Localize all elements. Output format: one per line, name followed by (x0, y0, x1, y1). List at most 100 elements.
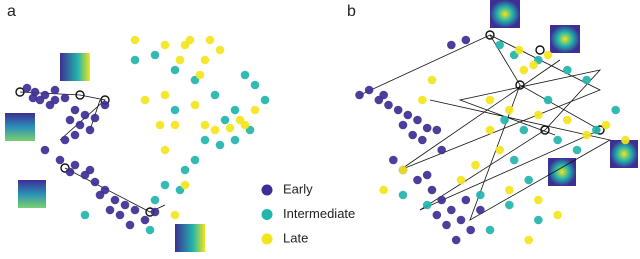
point (170, 210, 180, 220)
point (553, 135, 562, 145)
point (105, 205, 115, 215)
point (476, 205, 485, 215)
point (50, 85, 60, 95)
point (563, 65, 572, 75)
point (75, 120, 85, 130)
decorations (5, 0, 638, 252)
heatmap (550, 25, 580, 53)
legend-label: Intermediate (283, 206, 355, 221)
point (505, 105, 514, 115)
legend-marker (261, 233, 273, 245)
point (524, 175, 533, 185)
point (130, 55, 140, 65)
point (205, 35, 215, 45)
point (60, 93, 70, 103)
point (180, 165, 190, 175)
point (150, 195, 160, 205)
point (40, 145, 50, 155)
point (225, 123, 235, 133)
point (398, 165, 408, 175)
point (427, 75, 437, 85)
point (235, 115, 245, 125)
point (495, 145, 504, 155)
point (200, 55, 210, 65)
point (456, 175, 466, 185)
heatmap (175, 224, 205, 252)
point (115, 210, 125, 220)
point (408, 130, 417, 140)
legend-marker (261, 209, 273, 220)
point (398, 120, 408, 130)
point (200, 120, 210, 130)
point (466, 225, 475, 235)
point (519, 65, 529, 75)
point (28, 93, 38, 103)
point (447, 205, 456, 215)
point (130, 35, 140, 45)
point (80, 210, 90, 220)
point (260, 95, 270, 105)
point (60, 135, 70, 145)
point (476, 190, 485, 200)
point (485, 95, 495, 105)
point (55, 155, 65, 165)
point (90, 113, 100, 123)
point (621, 135, 630, 145)
point (170, 65, 180, 75)
point (215, 45, 225, 55)
point (210, 90, 220, 100)
point (451, 235, 461, 245)
legend-label: Late (283, 230, 308, 245)
point (195, 70, 205, 80)
point (418, 95, 427, 105)
point (80, 110, 90, 120)
point (514, 45, 524, 55)
point (170, 120, 180, 130)
point (90, 177, 100, 187)
point (145, 225, 155, 235)
point (170, 105, 180, 115)
heatmap (548, 158, 576, 186)
point (456, 215, 466, 225)
point (403, 110, 413, 120)
point (582, 130, 591, 140)
point (543, 95, 553, 105)
point (100, 100, 110, 110)
point (611, 105, 620, 115)
point (70, 130, 80, 140)
point (200, 135, 210, 145)
point (250, 80, 260, 90)
point (355, 90, 364, 100)
panel-label: b (347, 3, 356, 20)
point (432, 210, 442, 220)
point (250, 105, 260, 115)
point (150, 207, 160, 217)
point (140, 95, 150, 105)
heatmap (490, 0, 520, 28)
point (22, 83, 32, 93)
point (140, 215, 150, 225)
point (534, 195, 543, 205)
point (160, 180, 170, 190)
point (461, 195, 471, 205)
point (215, 140, 225, 150)
point (130, 205, 140, 215)
point (572, 145, 582, 155)
point (240, 70, 250, 80)
point (471, 160, 480, 170)
heatmap (5, 113, 35, 141)
point (110, 195, 120, 205)
point (393, 105, 403, 115)
point (461, 35, 471, 45)
legend-marker (261, 184, 273, 196)
point (95, 190, 105, 200)
point (70, 160, 80, 170)
point (35, 95, 45, 105)
point (592, 125, 601, 135)
links (359, 34, 612, 221)
point (150, 50, 160, 60)
point (437, 145, 446, 155)
point (379, 90, 388, 100)
point (160, 145, 170, 155)
point (230, 105, 240, 115)
